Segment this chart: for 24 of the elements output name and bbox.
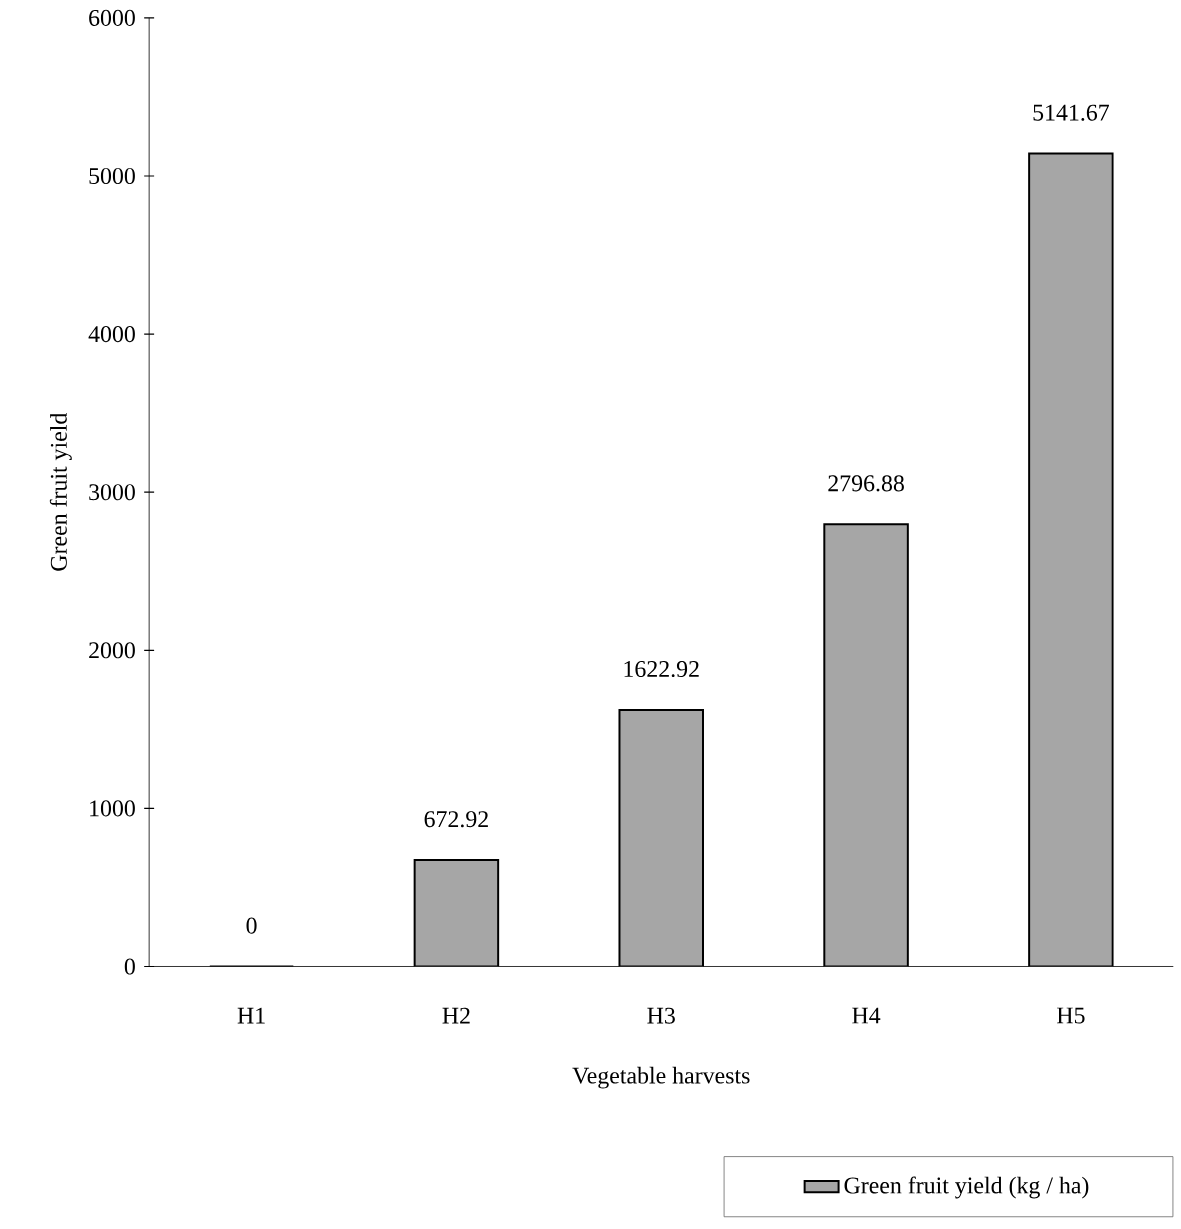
y-axis-title: Green fruit yield (49, 412, 72, 571)
bar (1028, 152, 1114, 967)
x-tick-label: H5 (1056, 1007, 1085, 1024)
bar (618, 708, 704, 967)
y-tick-label: 6000 (89, 9, 135, 26)
data-label: 5141.67 (1033, 104, 1109, 121)
x-tick-label: H2 (442, 1007, 470, 1024)
y-tick-label: 1000 (90, 800, 135, 817)
y-tick-label: 3000 (89, 484, 135, 501)
y-tick-label: 0 (124, 958, 135, 975)
x-tick-label: H4 (852, 1007, 881, 1024)
y-tick-label: 5000 (89, 167, 135, 185)
y-tick-label: 4000 (88, 326, 135, 343)
data-label: 0 (246, 917, 257, 934)
legend-label: Green fruit yield (kg / ha) (844, 1176, 1089, 1199)
data-label: 672.92 (424, 811, 488, 828)
y-tick-label: 2000 (89, 642, 135, 659)
data-label: 1622.92 (624, 660, 699, 678)
bar (823, 523, 909, 967)
x-axis-title: Vegetable harvests (572, 1066, 750, 1089)
data-label: 2796.88 (828, 475, 904, 492)
x-tick-label: H1 (237, 1007, 265, 1024)
x-tick-label: H3 (647, 1007, 675, 1024)
bar (413, 859, 500, 967)
